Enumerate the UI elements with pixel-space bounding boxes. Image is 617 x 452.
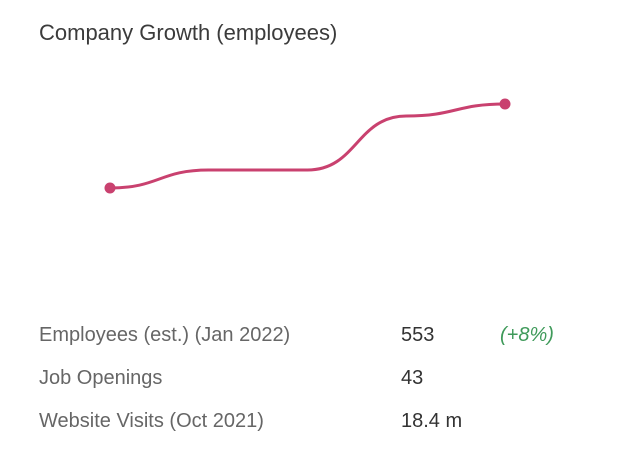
stat-row-job-openings: Job Openings 43 (39, 357, 599, 400)
stats-table: Employees (est.) (Jan 2022) 553 (+8%) Jo… (39, 314, 599, 443)
stat-label-employees: Employees (est.) (Jan 2022) (39, 324, 291, 346)
stat-value-job-openings: 43 (401, 367, 424, 389)
stat-row-website-visits: Website Visits (Oct 2021) 18.4 m (39, 400, 599, 443)
end-point (499, 98, 511, 110)
card-title: Company Growth (employees) (39, 20, 338, 45)
stat-change-employees: (+8%) (500, 324, 554, 346)
stat-label-website-visits: Website Visits (Oct 2021) (39, 410, 264, 432)
growth-line (109, 102, 506, 190)
stat-row-employees: Employees (est.) (Jan 2022) 553 (+8%) (39, 314, 599, 357)
stat-value-employees: 553 (401, 324, 435, 346)
stat-label-job-openings: Job Openings (39, 367, 163, 389)
growth-chart (104, 98, 511, 194)
stat-value-website-visits: 18.4 m (401, 410, 463, 432)
start-point (104, 182, 116, 194)
